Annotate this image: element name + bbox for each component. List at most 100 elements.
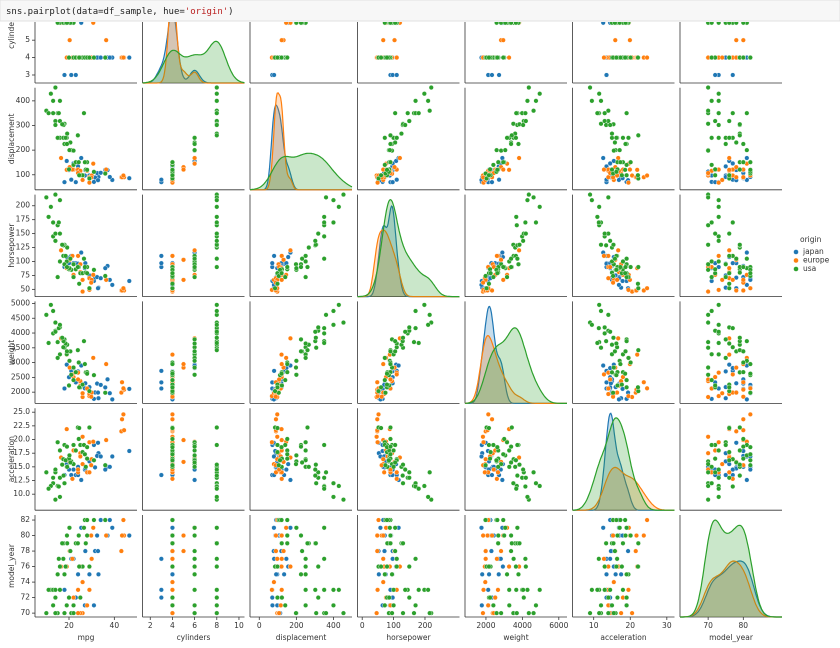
scatter-point <box>330 602 336 608</box>
scatter-point <box>303 258 309 264</box>
scatter-point <box>500 37 506 43</box>
scatter-point <box>394 72 400 78</box>
scatter-point <box>496 72 502 78</box>
scatter-point <box>330 480 336 486</box>
scatter-point <box>624 172 630 178</box>
scatter-point <box>169 167 175 173</box>
scatter-point <box>169 610 175 616</box>
scatter-point <box>48 91 54 97</box>
scatter-point <box>747 457 753 463</box>
scatter-point <box>278 602 284 608</box>
scatter-point <box>61 587 67 593</box>
scatter-point <box>531 610 537 616</box>
scatter-point <box>614 556 620 562</box>
scatter-point <box>56 556 62 562</box>
scatter-point <box>533 219 539 225</box>
scatter-point <box>282 274 288 280</box>
scatter-point <box>705 261 711 267</box>
scatter-point <box>511 556 517 562</box>
scatter-point <box>86 587 92 593</box>
scatter-point <box>594 110 600 116</box>
scatter-point <box>726 352 732 358</box>
scatter-point <box>613 517 619 523</box>
scatter-point <box>181 533 187 539</box>
scatter-point <box>406 324 412 330</box>
scatter-point <box>313 610 319 616</box>
scatter-point <box>58 247 64 253</box>
scatter-point <box>169 159 175 165</box>
scatter-point <box>73 179 79 185</box>
scatter-point <box>192 135 198 141</box>
x-tick-label: 2000 <box>476 621 495 630</box>
scatter-point <box>76 425 82 431</box>
scatter-point <box>609 369 615 375</box>
scatter-point <box>392 139 398 145</box>
scatter-point <box>46 587 52 593</box>
scatter-point <box>712 172 718 178</box>
scatter-point <box>428 497 434 503</box>
scatter-point <box>284 264 290 270</box>
scatter-point <box>716 264 722 270</box>
scatter-point <box>158 253 164 259</box>
scatter-point <box>274 564 280 570</box>
scatter-point <box>46 110 52 116</box>
scatter-point <box>103 437 109 443</box>
scatter-point <box>421 483 427 489</box>
scatter-point <box>624 525 630 531</box>
scatter-point <box>747 285 753 291</box>
scatter-point <box>71 595 77 601</box>
scatter-point <box>279 37 285 43</box>
scatter-point <box>613 571 619 577</box>
scatter-point <box>402 122 408 128</box>
scatter-point <box>340 192 346 198</box>
scatter-point <box>394 55 400 61</box>
scatter-point <box>516 247 522 253</box>
scatter-point <box>719 177 725 183</box>
scatter-point <box>376 517 382 523</box>
scatter-point <box>336 483 342 489</box>
scatter-point <box>321 525 327 531</box>
scatter-point <box>277 457 283 463</box>
scatter-point <box>628 264 634 270</box>
scatter-point <box>705 194 711 200</box>
scatter-point <box>299 256 305 262</box>
scatter-point <box>603 242 609 248</box>
y-tick-label: 4000 <box>11 328 30 337</box>
scatter-point <box>330 308 336 314</box>
scatter-point <box>400 462 406 468</box>
scatter-point <box>169 462 175 468</box>
scatter-point <box>600 155 606 161</box>
scatter-point <box>392 548 398 554</box>
scatter-point <box>740 379 746 385</box>
scatter-point <box>279 361 285 367</box>
scatter-point <box>80 289 86 295</box>
scatter-point <box>716 258 722 264</box>
scatter-point <box>75 376 81 382</box>
scatter-point <box>71 377 77 383</box>
legend-title: origin <box>800 235 822 244</box>
scatter-point <box>81 338 87 344</box>
scatter-point <box>723 395 729 401</box>
kde-line <box>250 152 353 191</box>
y-tick-label: 100 <box>16 170 31 179</box>
scatter-point <box>57 587 63 593</box>
scatter-point <box>744 110 750 116</box>
scatter-point <box>425 587 431 593</box>
scatter-point <box>98 275 104 281</box>
scatter-point <box>506 587 512 593</box>
scatter-point <box>64 264 70 270</box>
scatter-point <box>513 564 519 570</box>
scatter-point <box>513 214 519 220</box>
scatter-point <box>733 287 739 293</box>
scatter-point <box>413 602 419 608</box>
scatter-point <box>484 533 490 539</box>
scatter-point <box>494 253 500 259</box>
scatter-point <box>499 477 505 483</box>
scatter-point <box>269 595 275 601</box>
scatter-point <box>389 571 395 577</box>
scatter-point <box>596 204 602 210</box>
x-axis-label: cylinders <box>177 633 211 642</box>
scatter-point <box>274 411 280 417</box>
scatter-point <box>740 427 746 433</box>
scatter-point <box>330 322 336 328</box>
